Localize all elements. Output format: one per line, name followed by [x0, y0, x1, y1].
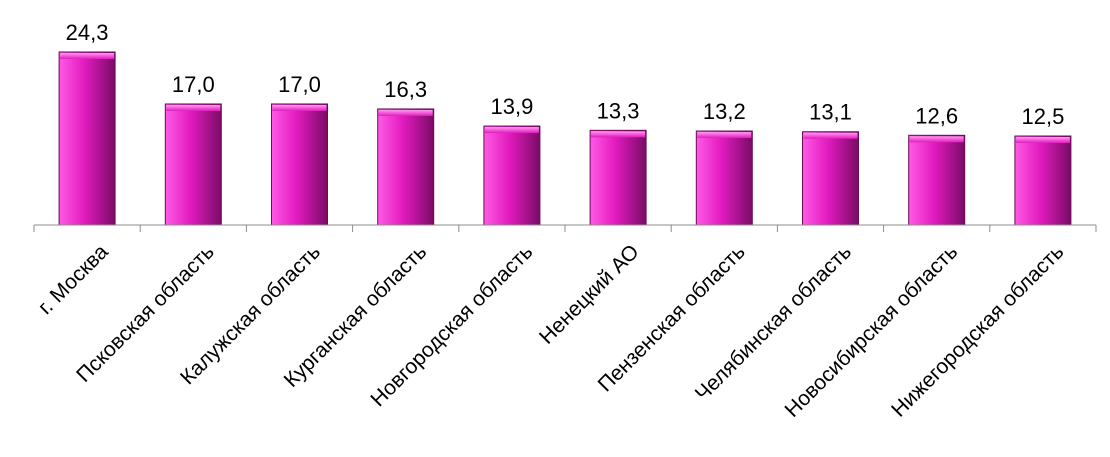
bar: [483, 125, 541, 226]
category-label: Ненецкий АО: [535, 240, 644, 349]
bar: [164, 103, 222, 226]
bar-cap: [697, 132, 752, 139]
bar: [377, 108, 435, 226]
bar: [695, 130, 753, 226]
bar-body: [377, 108, 435, 226]
bar: [58, 51, 116, 226]
bar-cap: [803, 132, 858, 139]
category-label: Нижегородская область: [887, 240, 1068, 421]
data-label: 13,3: [597, 98, 640, 123]
bar-cap: [1015, 137, 1070, 144]
bar-cap: [166, 104, 221, 111]
data-label: 12,5: [1021, 104, 1064, 129]
bar-body: [1014, 135, 1072, 226]
bar-cap: [272, 104, 327, 111]
bar-cap: [378, 109, 433, 116]
bar-cap: [60, 53, 115, 59]
bar: [271, 103, 328, 226]
data-label: 17,0: [278, 72, 321, 97]
data-label: 13,9: [490, 94, 533, 119]
category-label: Новосибирская область: [781, 240, 963, 422]
data-label: 13,1: [809, 100, 852, 125]
data-label: 16,3: [384, 77, 427, 102]
data-label: 12,6: [915, 103, 958, 128]
x-axis: [33, 224, 1097, 232]
bar-body: [164, 103, 222, 226]
bar-body: [483, 125, 541, 226]
data-label: 17,0: [172, 72, 215, 97]
bar-body: [695, 130, 753, 226]
bar-body: [589, 129, 647, 226]
bar: [589, 129, 647, 226]
bar-cap: [909, 136, 964, 143]
bar-cap: [591, 131, 646, 138]
bar-body: [802, 131, 859, 226]
bar-body: [58, 51, 116, 226]
bar-body: [271, 103, 328, 226]
bar: [802, 131, 859, 226]
bar-cap: [484, 127, 539, 134]
bar: [1014, 135, 1072, 226]
bar-body: [908, 134, 966, 226]
bar: [908, 134, 966, 226]
value-labels-layer: 24,3 17,0 17,0 16,3 13,9 13,3 13,2 13,1 12,6 12,5: [66, 20, 1065, 129]
category-label: г. Москва: [34, 240, 113, 319]
data-label: 13,2: [703, 99, 746, 124]
data-label: 24,3: [66, 20, 109, 45]
